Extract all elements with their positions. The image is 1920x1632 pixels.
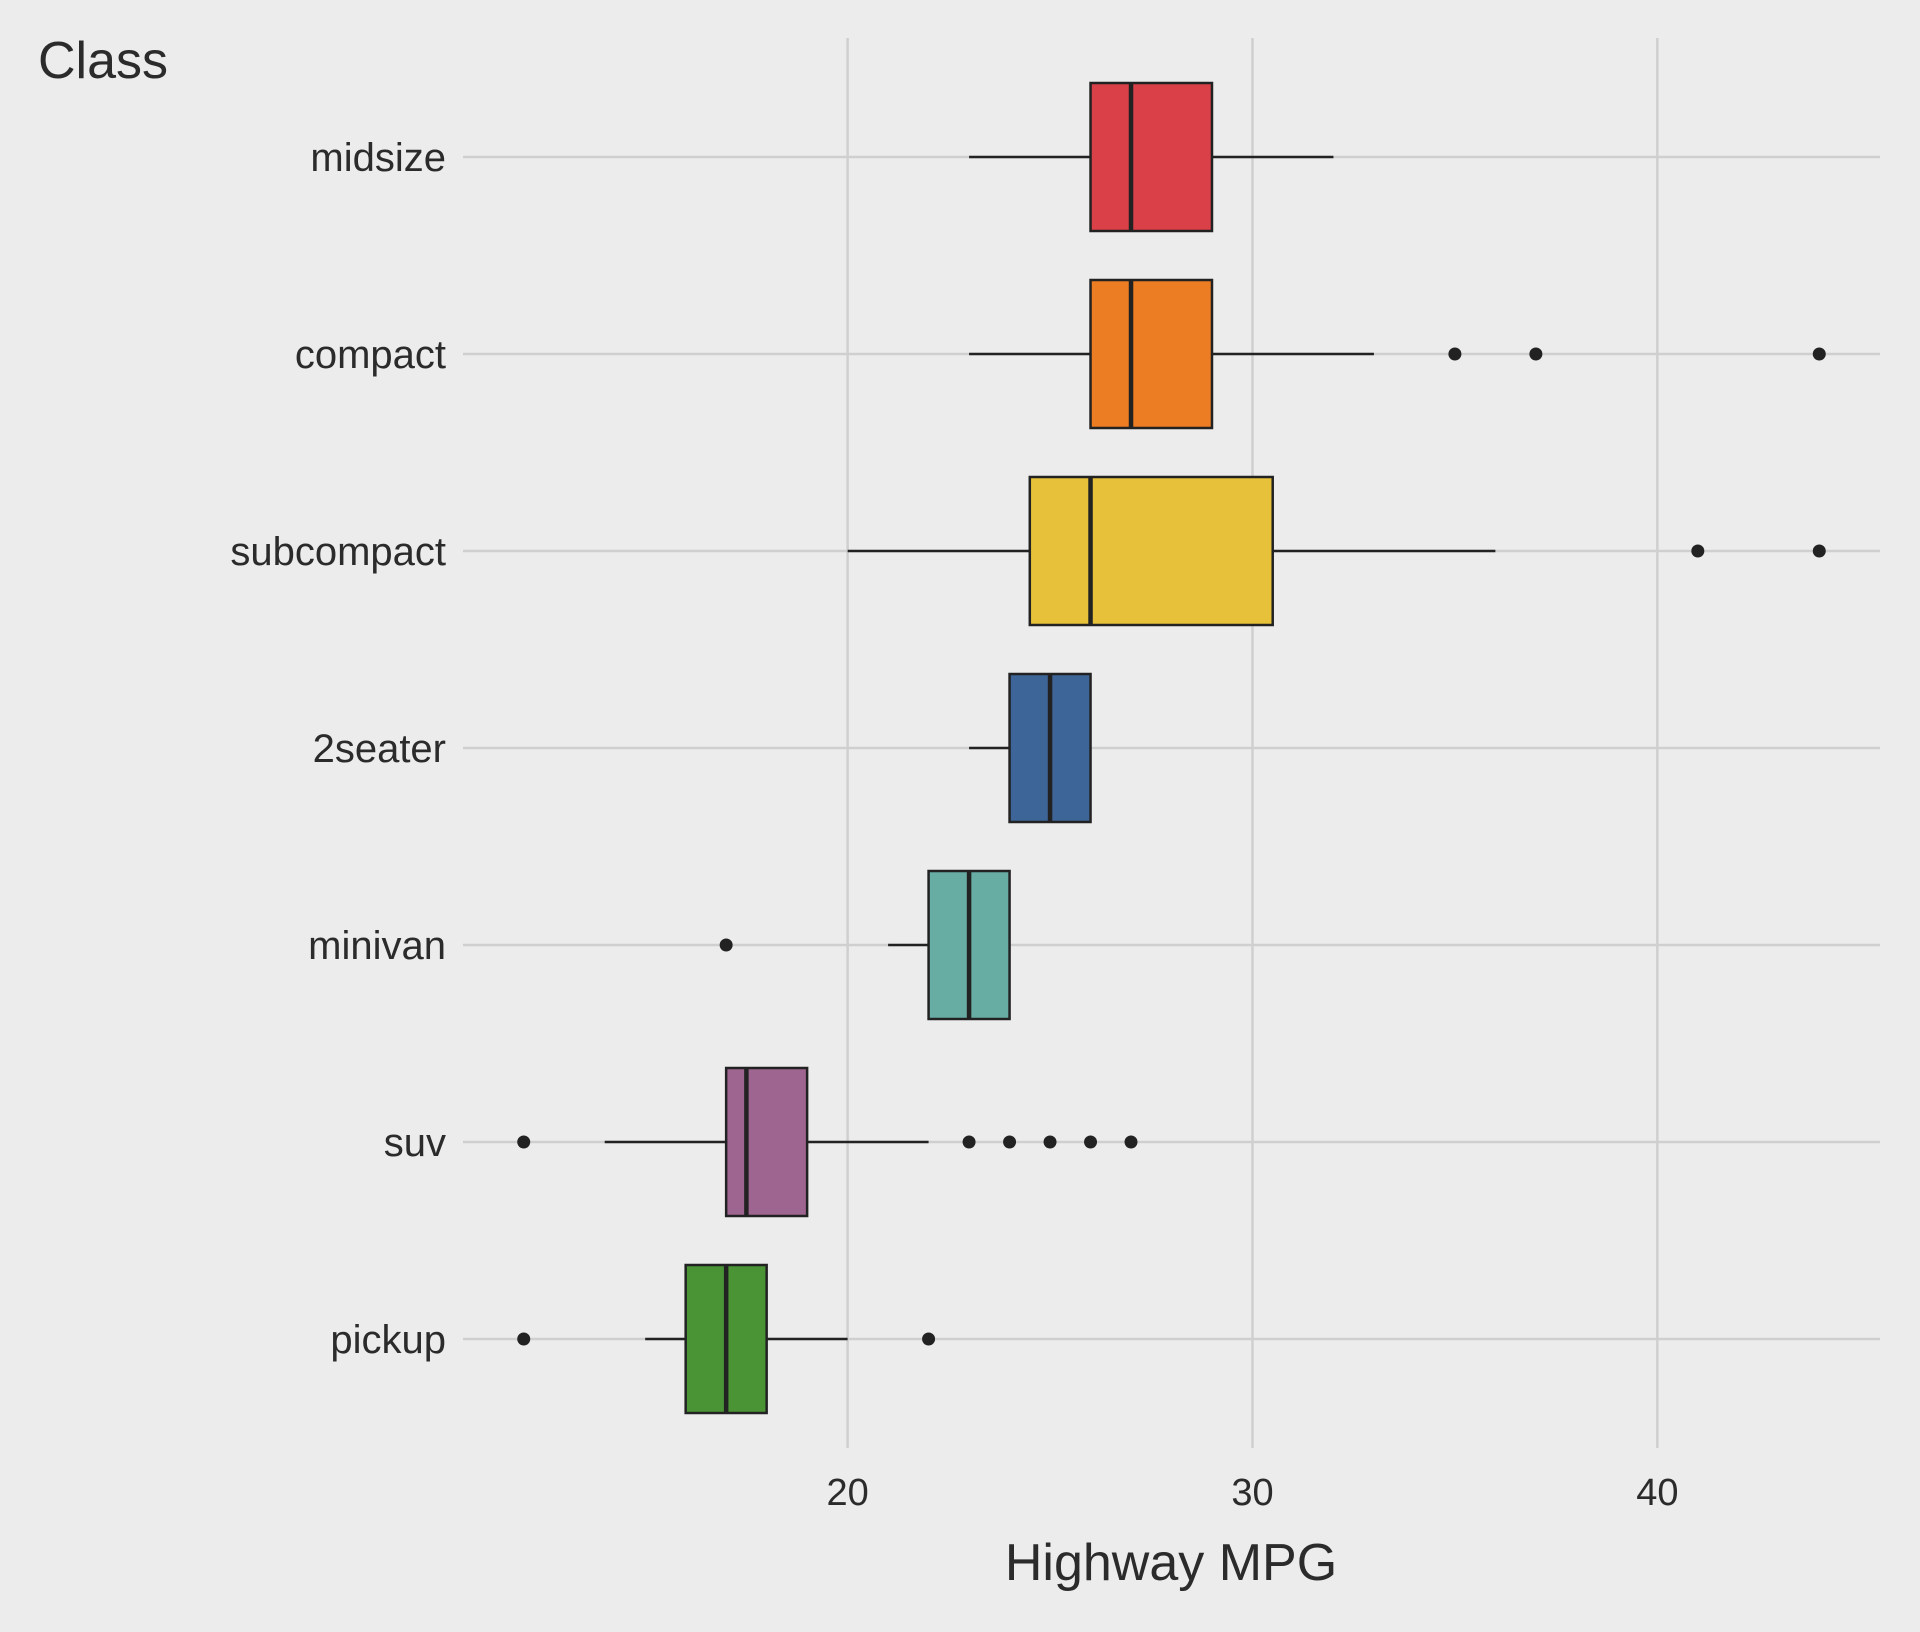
box-minivan <box>719 869 1011 1021</box>
outlier-subcompact-0 <box>1691 544 1705 558</box>
y-axis-title: Class <box>38 32 168 90</box>
box-rect-compact <box>1089 278 1214 430</box>
category-label-minivan: minivan <box>308 924 446 968</box>
category-label-suv: suv <box>384 1121 446 1165</box>
box-2seater <box>969 672 1092 824</box>
category-label-midsize: midsize <box>310 136 446 180</box>
box-compact <box>969 278 1826 430</box>
axis-labels: 20 30 40 midsize compact subcompact 2seater min… <box>230 136 1678 1514</box>
x-axis-title: Highway MPG <box>1005 1534 1337 1592</box>
category-label-pickup: pickup <box>330 1318 446 1362</box>
box-rect-midsize <box>1089 81 1214 233</box>
x-tick-label-20: 20 <box>826 1472 868 1514</box>
outlier-suv-5 <box>1124 1135 1138 1149</box>
outlier-compact-1 <box>1529 347 1543 361</box>
grid-lines <box>463 38 1880 1448</box>
outlier-minivan-0 <box>719 938 733 952</box>
outlier-compact-0 <box>1448 347 1462 361</box>
box-series <box>517 81 1826 1415</box>
box-rect-subcompact <box>1028 475 1274 627</box>
box-midsize <box>969 81 1334 233</box>
box-pickup <box>517 1263 936 1415</box>
x-tick-label-30: 30 <box>1231 1472 1273 1514</box>
outlier-pickup-0 <box>517 1332 531 1346</box>
category-label-subcompact: subcompact <box>230 530 446 574</box>
outlier-suv-1 <box>962 1135 976 1149</box>
category-label-compact: compact <box>295 333 446 377</box>
outlier-suv-2 <box>1003 1135 1017 1149</box>
outlier-suv-4 <box>1084 1135 1098 1149</box>
outlier-subcompact-1 <box>1812 544 1826 558</box>
x-tick-label-40: 40 <box>1636 1472 1678 1514</box>
outlier-pickup-1 <box>922 1332 936 1346</box>
outlier-suv-3 <box>1043 1135 1057 1149</box>
box-subcompact <box>847 475 1826 627</box>
outlier-compact-2 <box>1812 347 1826 361</box>
outlier-suv-0 <box>517 1135 531 1149</box>
box-suv <box>517 1066 1138 1218</box>
box-rect-suv <box>724 1066 809 1218</box>
category-label-2seater: 2seater <box>313 727 446 771</box>
